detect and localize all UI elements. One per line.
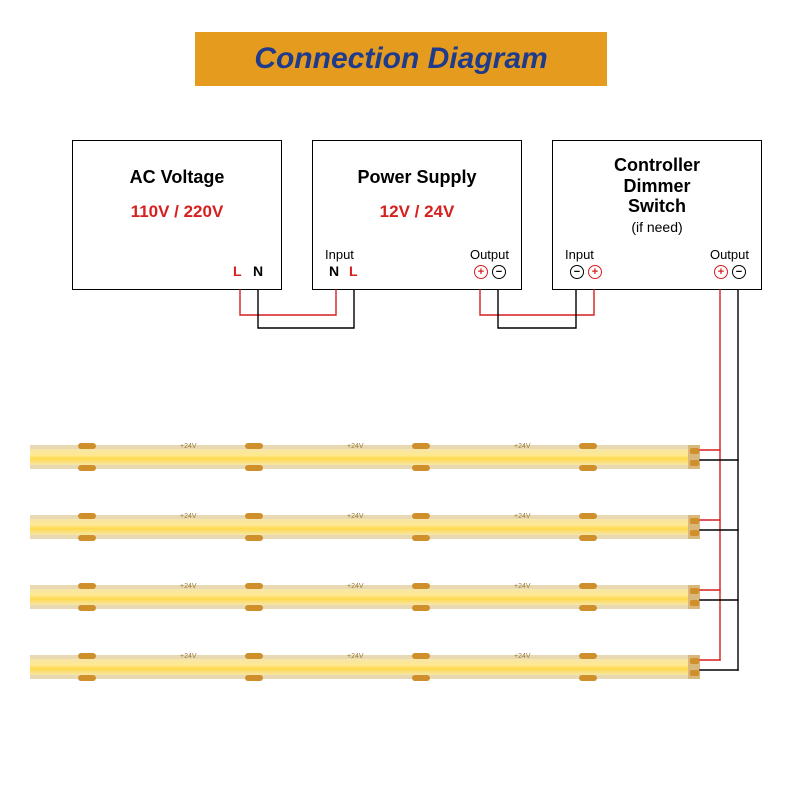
strip-voltage-mark: +24V (347, 653, 364, 660)
led-strip: +24V +24V +24V (30, 655, 700, 679)
ctl-input-label: Input (565, 247, 594, 262)
ac-title: AC Voltage (73, 167, 281, 188)
ctl-output-label: Output (710, 247, 749, 262)
psu-out-minus-icon: − (492, 265, 506, 279)
psu-in-l: L (349, 263, 358, 279)
led-strip: +24V +24V +24V (30, 585, 700, 609)
psu-title: Power Supply (313, 167, 521, 188)
psu-input-label: Input (325, 247, 354, 262)
strip-voltage-mark: +24V (180, 443, 197, 450)
box-controller: Controller Dimmer Switch (if need) Input… (552, 140, 762, 290)
strip-voltage-mark: +24V (514, 513, 531, 520)
title-bar: Connection Diagram (195, 32, 607, 86)
strip-voltage-mark: +24V (180, 653, 197, 660)
strip-voltage-mark: +24V (514, 653, 531, 660)
strip-voltage-mark: +24V (514, 443, 531, 450)
ctl-in-minus-icon: − (570, 265, 584, 279)
ctl-in-plus-icon: + (588, 265, 602, 279)
psu-output-label: Output (470, 247, 509, 262)
led-strip: +24V +24V +24V (30, 445, 700, 469)
ctl-title: Controller Dimmer Switch (553, 155, 761, 217)
wiring-diagram (0, 0, 800, 800)
ctl-out-minus-icon: − (732, 265, 746, 279)
strip-voltage-mark: +24V (347, 513, 364, 520)
psu-in-n: N (329, 263, 339, 279)
psu-out-plus-icon: + (474, 265, 488, 279)
title-text: Connection Diagram (254, 42, 547, 76)
ctl-sub: (if need) (553, 219, 761, 235)
strip-voltage-mark: +24V (180, 583, 197, 590)
box-power-supply: Power Supply 12V / 24V Input Output N L … (312, 140, 522, 290)
ac-term-label-l: L (233, 263, 242, 279)
box-ac-voltage: AC Voltage 110V / 220V L N (72, 140, 282, 290)
strip-voltage-mark: +24V (347, 443, 364, 450)
ac-voltage: 110V / 220V (73, 202, 281, 222)
psu-voltage: 12V / 24V (313, 202, 521, 222)
ac-term-label-n: N (253, 263, 263, 279)
ctl-out-plus-icon: + (714, 265, 728, 279)
strip-voltage-mark: +24V (347, 583, 364, 590)
strip-voltage-mark: +24V (514, 583, 531, 590)
strip-voltage-mark: +24V (180, 513, 197, 520)
led-strip: +24V +24V +24V (30, 515, 700, 539)
